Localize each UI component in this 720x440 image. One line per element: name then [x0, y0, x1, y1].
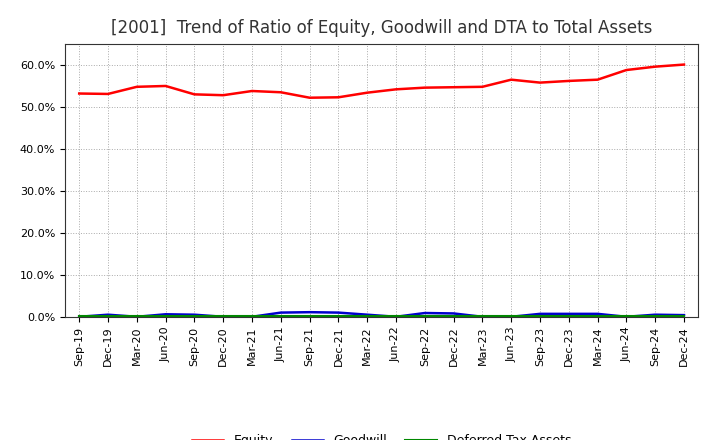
Equity [651, 64, 660, 70]
Goodwill [564, 311, 573, 316]
Legend: Equity, Goodwill, Deferred Tax Assets: Equity, Goodwill, Deferred Tax Assets [187, 429, 576, 440]
Goodwill [593, 311, 602, 316]
Deferred Tax Assets [651, 314, 660, 319]
Deferred Tax Assets [132, 314, 141, 319]
Equity [75, 91, 84, 96]
Deferred Tax Assets [334, 314, 343, 319]
Deferred Tax Assets [536, 314, 544, 319]
Deferred Tax Assets [161, 314, 170, 319]
Deferred Tax Assets [564, 314, 573, 319]
Equity [248, 88, 256, 94]
Deferred Tax Assets [219, 314, 228, 319]
Equity [132, 84, 141, 89]
Equity [190, 92, 199, 97]
Deferred Tax Assets [680, 314, 688, 319]
Deferred Tax Assets [75, 314, 84, 319]
Equity [305, 95, 314, 100]
Deferred Tax Assets [622, 314, 631, 319]
Line: Goodwill: Goodwill [79, 312, 684, 317]
Goodwill [104, 312, 112, 317]
Goodwill [449, 311, 458, 316]
Deferred Tax Assets [276, 314, 285, 319]
Goodwill [622, 314, 631, 319]
Goodwill [190, 312, 199, 317]
Equity [276, 90, 285, 95]
Goodwill [420, 310, 429, 315]
Deferred Tax Assets [305, 314, 314, 319]
Goodwill [363, 312, 372, 317]
Line: Equity: Equity [79, 65, 684, 98]
Goodwill [161, 312, 170, 317]
Goodwill [478, 314, 487, 319]
Equity [478, 84, 487, 89]
Equity [564, 78, 573, 84]
Goodwill [219, 314, 228, 319]
Goodwill [680, 312, 688, 318]
Equity [593, 77, 602, 82]
Equity [104, 92, 112, 97]
Deferred Tax Assets [363, 314, 372, 319]
Deferred Tax Assets [449, 314, 458, 319]
Equity [363, 90, 372, 95]
Goodwill [392, 314, 400, 319]
Deferred Tax Assets [478, 314, 487, 319]
Deferred Tax Assets [593, 314, 602, 319]
Goodwill [651, 312, 660, 317]
Equity [622, 67, 631, 73]
Equity [507, 77, 516, 82]
Deferred Tax Assets [190, 314, 199, 319]
Goodwill [507, 314, 516, 319]
Goodwill [276, 310, 285, 315]
Deferred Tax Assets [248, 314, 256, 319]
Deferred Tax Assets [420, 314, 429, 319]
Goodwill [248, 314, 256, 319]
Goodwill [536, 311, 544, 316]
Equity [536, 80, 544, 85]
Deferred Tax Assets [392, 314, 400, 319]
Goodwill [305, 310, 314, 315]
Equity [334, 95, 343, 100]
Equity [161, 83, 170, 88]
Equity [392, 87, 400, 92]
Goodwill [75, 314, 84, 319]
Goodwill [334, 310, 343, 315]
Title: [2001]  Trend of Ratio of Equity, Goodwill and DTA to Total Assets: [2001] Trend of Ratio of Equity, Goodwil… [111, 19, 652, 37]
Deferred Tax Assets [104, 314, 112, 319]
Equity [420, 85, 429, 90]
Equity [219, 92, 228, 98]
Equity [680, 62, 688, 67]
Deferred Tax Assets [507, 314, 516, 319]
Goodwill [132, 314, 141, 319]
Equity [449, 84, 458, 90]
